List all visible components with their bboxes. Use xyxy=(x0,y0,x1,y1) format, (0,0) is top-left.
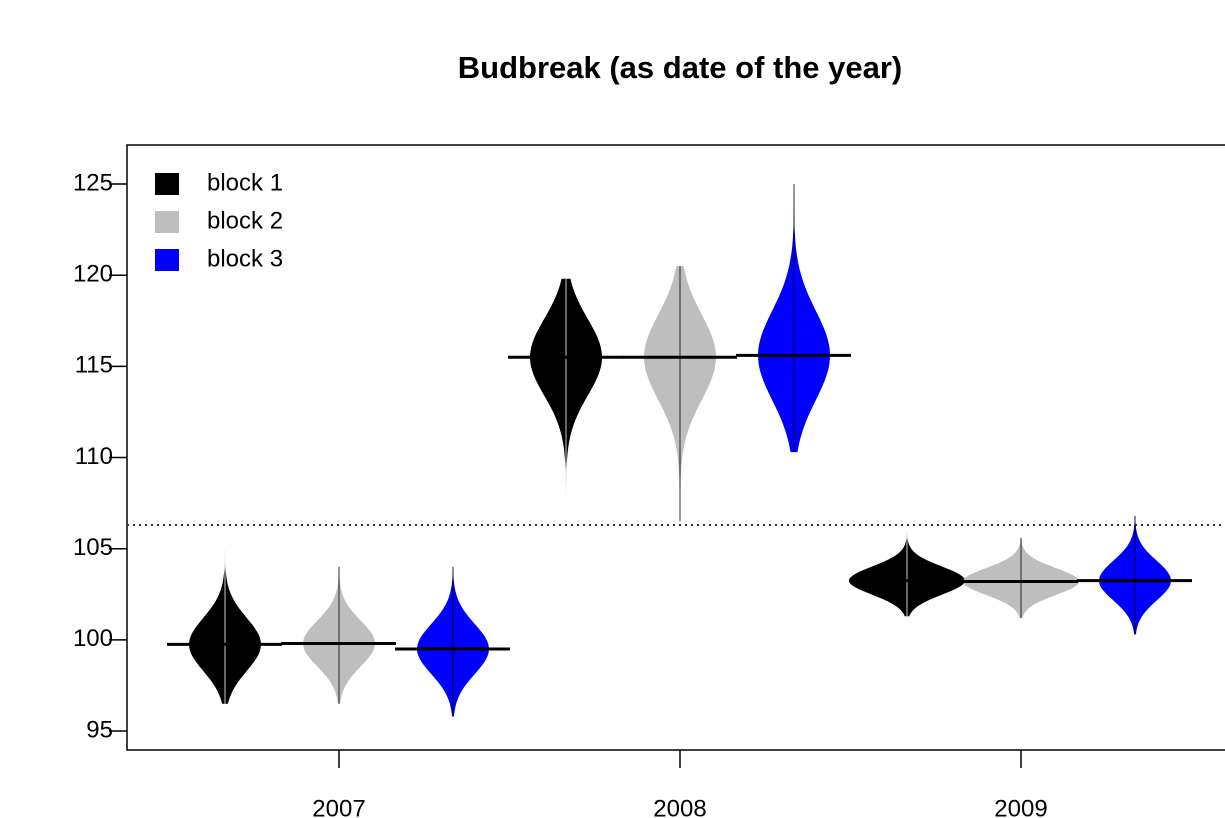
x-tick-label: 2008 xyxy=(653,795,706,818)
x-tick-label: 2009 xyxy=(994,795,1047,818)
legend-label: block 2 xyxy=(207,207,283,234)
legend-swatch xyxy=(155,211,179,233)
legend-swatch xyxy=(155,173,179,195)
legend-label: block 3 xyxy=(207,245,283,272)
y-tick-label: 105 xyxy=(73,534,113,561)
plot-frame xyxy=(126,144,1225,751)
x-tick-label: 2007 xyxy=(312,795,365,818)
y-tick-label: 115 xyxy=(75,352,113,379)
y-tick-label: 125 xyxy=(73,169,113,196)
legend-label: block 1 xyxy=(207,169,283,196)
y-tick-label: 95 xyxy=(86,716,113,743)
legend-swatch xyxy=(155,249,179,271)
y-tick-label: 110 xyxy=(75,443,113,470)
y-tick-label: 100 xyxy=(73,625,113,652)
chart-title: Budbreak (as date of the year) xyxy=(458,50,902,85)
y-tick-label: 120 xyxy=(73,261,113,288)
